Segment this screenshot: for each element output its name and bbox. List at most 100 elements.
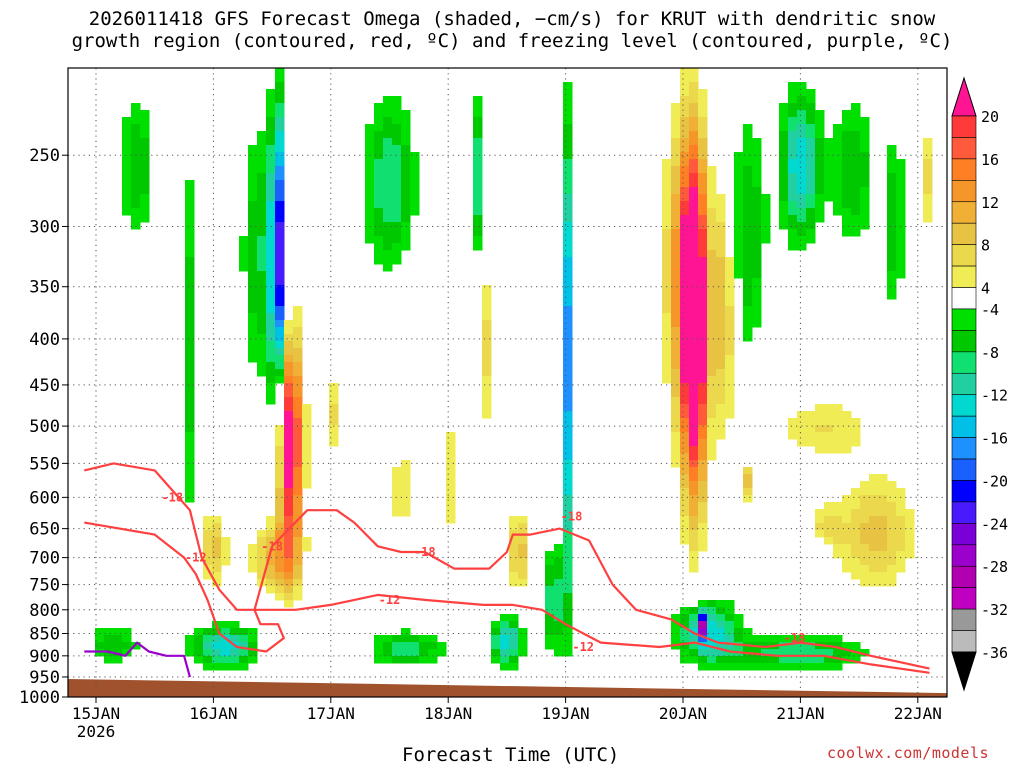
omega-cell — [689, 145, 699, 153]
omega-cell — [860, 187, 870, 195]
omega-cell — [779, 194, 789, 202]
omega-cell — [392, 481, 402, 489]
omega-cell — [185, 383, 195, 391]
omega-cell — [509, 663, 519, 671]
omega-cell — [734, 236, 744, 244]
omega-cell — [662, 320, 672, 328]
omega-cell — [293, 362, 303, 370]
omega-cell — [698, 509, 708, 517]
omega-cell — [518, 551, 528, 559]
omega-cell — [860, 502, 870, 510]
omega-cell — [698, 621, 708, 629]
omega-cell — [860, 180, 870, 188]
omega-cell — [680, 404, 690, 412]
omega-cell — [383, 236, 393, 244]
omega-cell — [482, 313, 492, 321]
omega-cell — [131, 159, 141, 167]
omega-cell — [806, 215, 816, 223]
omega-cell — [851, 495, 861, 503]
omega-cell — [680, 278, 690, 286]
omega-cell — [185, 460, 195, 468]
omega-cell — [698, 194, 708, 202]
omega-cell — [257, 334, 267, 342]
omega-cell — [689, 460, 699, 468]
omega-cell — [824, 166, 834, 174]
omega-cell — [752, 229, 762, 237]
omega-cell — [662, 299, 672, 307]
omega-cell — [365, 180, 375, 188]
omega-cell — [248, 180, 258, 188]
omega-cell — [797, 642, 807, 650]
omega-cell — [833, 159, 843, 167]
omega-cell — [698, 138, 708, 146]
omega-cell — [923, 208, 933, 216]
colorbar-label: 4 — [981, 280, 990, 298]
omega-cell — [842, 229, 852, 237]
omega-cell — [401, 208, 411, 216]
omega-cell — [662, 215, 672, 223]
omega-cell — [185, 488, 195, 496]
omega-cell — [689, 621, 699, 629]
omega-cell — [716, 621, 726, 629]
omega-cell — [689, 607, 699, 615]
omega-cell — [563, 495, 573, 503]
omega-cell — [743, 320, 753, 328]
omega-cell — [374, 110, 384, 118]
omega-cell — [266, 166, 276, 174]
omega-cell — [896, 201, 906, 209]
omega-cell — [563, 474, 573, 482]
omega-cell — [563, 467, 573, 475]
omega-cell — [275, 159, 285, 167]
omega-cell — [734, 271, 744, 279]
omega-cell — [302, 432, 312, 440]
omega-cell — [752, 257, 762, 265]
omega-cell — [293, 334, 303, 342]
omega-cell — [707, 313, 717, 321]
omega-cell — [392, 495, 402, 503]
omega-cell — [698, 516, 708, 524]
omega-cell — [752, 264, 762, 272]
omega-cell — [482, 390, 492, 398]
omega-cell — [716, 411, 726, 419]
omega-cell — [428, 635, 438, 643]
omega-cell — [293, 586, 303, 594]
source-credit[interactable]: coolwx.com/models — [827, 744, 990, 762]
omega-cell — [806, 656, 816, 664]
omega-cell — [284, 474, 294, 482]
omega-cell — [212, 530, 222, 538]
omega-cell — [797, 159, 807, 167]
omega-cell — [716, 376, 726, 384]
omega-cell — [473, 117, 483, 125]
contour-label: -18 — [414, 545, 436, 559]
omega-cell — [752, 236, 762, 244]
omega-cell — [509, 572, 519, 580]
omega-cell — [185, 418, 195, 426]
omega-cell — [896, 530, 906, 538]
omega-cell — [365, 222, 375, 230]
omega-cell — [734, 642, 744, 650]
omega-cell — [248, 656, 258, 664]
omega-cell — [392, 194, 402, 202]
omega-cell — [815, 201, 825, 209]
omega-cell — [662, 243, 672, 251]
omega-cell — [815, 124, 825, 132]
omega-cell — [680, 313, 690, 321]
omega-cell — [473, 208, 483, 216]
omega-cell — [698, 474, 708, 482]
omega-cell — [563, 166, 573, 174]
omega-cell — [698, 96, 708, 104]
colorbar-segment — [951, 180, 977, 203]
omega-cell — [797, 215, 807, 223]
omega-cell — [833, 551, 843, 559]
omega-cell — [689, 495, 699, 503]
omega-cell — [365, 166, 375, 174]
omega-cell — [446, 509, 456, 517]
omega-cell — [257, 208, 267, 216]
omega-cell — [680, 642, 690, 650]
omega-cell — [275, 145, 285, 153]
omega-cell — [473, 215, 483, 223]
omega-cell — [482, 369, 492, 377]
omega-cell — [869, 488, 879, 496]
